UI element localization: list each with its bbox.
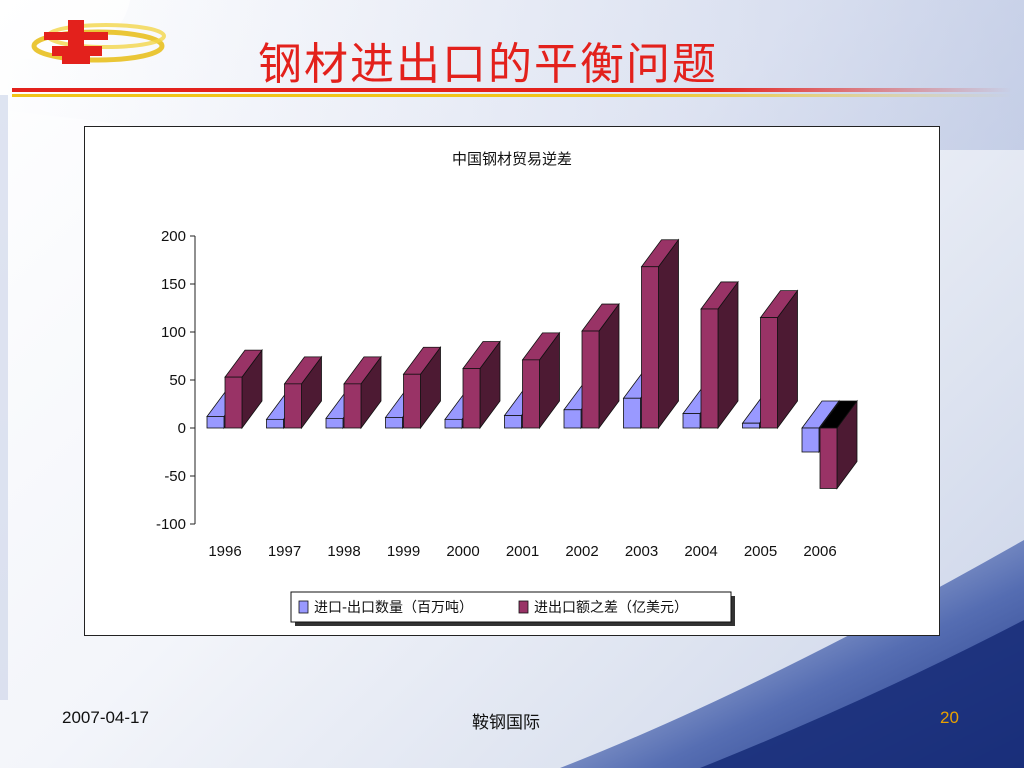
x-tick-label: 2005 [744,543,777,560]
bar-front [801,427,820,453]
bar-front [700,308,719,429]
bar-series2-1999 [402,346,442,430]
bar-front [266,418,284,429]
title-underline-red [12,88,1012,92]
bar-series2-1997 [283,355,323,430]
x-tick-label: 2006 [803,543,836,560]
bar-front [206,416,225,429]
bar-front [403,373,421,429]
x-tick-label: 2003 [625,543,658,560]
x-tick-label: 2002 [565,543,598,560]
chart-panel: 中国钢材贸易逆差 200 150 100 50 0 -50 -100 1996 1997 1998 1… [84,126,940,636]
bar-front [444,418,463,429]
bar-front [284,383,302,429]
y-tick-label: 0 [178,420,186,437]
title-underline-yellow [12,94,1012,97]
legend: 进口-出口数量（百万吨） 进出口额之差（亿美元） [290,591,735,626]
bar-series2-2000 [462,340,501,430]
bar-front [224,376,243,429]
bar-series2-2006 [819,399,858,490]
y-tick-label: -100 [156,516,186,533]
slide-title: 钢材进出口的平衡问题 [258,39,718,90]
chart-title: 中国钢材贸易逆差 [452,150,572,168]
bar-series2-2003 [640,238,680,430]
bar-front [522,359,540,429]
x-tick-label: 2000 [446,543,479,560]
bar-front [581,330,600,429]
bar-front [462,368,481,429]
bar-series2-2005 [759,289,799,430]
bar-front [819,427,838,489]
y-tick-label: -50 [164,468,186,485]
y-tick-label: 200 [161,228,186,245]
legend-box [290,591,732,623]
x-tick-label: 1999 [387,543,420,560]
bar-front [504,415,522,429]
bar-series2-2002 [581,302,620,430]
company-logo [31,20,166,64]
x-tick-label: 2004 [684,543,717,560]
legend-label-series2: 进出口额之差（亿美元） [534,600,688,616]
bar-front [682,413,701,429]
page-number: 20 [940,708,959,727]
bar-series2-1996 [224,348,263,430]
x-tick-label: 1996 [208,543,241,560]
bar-series2-2001 [521,331,561,430]
y-tick-label: 150 [161,276,186,293]
legend-swatch-series1 [298,600,309,614]
bar-front [343,383,362,429]
y-tick-label: 100 [161,324,186,341]
bar-front [742,422,760,429]
bar-side [658,238,679,430]
bar-front [563,409,582,429]
x-tick-label: 2001 [506,543,539,560]
x-tick-label: 1997 [268,543,301,560]
bar-front [325,417,344,429]
footer-organization: 鞍钢国际 [472,713,540,733]
bar-front [760,317,778,429]
bar-series2-1998 [343,355,382,430]
bar-front [641,266,659,429]
bar-front [385,417,403,429]
footer-date: 2007-04-17 [62,708,149,727]
bar-front [623,397,641,429]
bar-chart: 中国钢材贸易逆差 200 150 100 50 0 -50 -100 1996 1997 1998 1… [156,150,858,626]
legend-label-series1: 进口-出口数量（百万吨） [314,600,473,616]
x-tick-label: 1998 [327,543,360,560]
bar-series2-2004 [700,280,739,430]
legend-swatch-series2 [518,600,529,614]
y-tick-label: 50 [169,372,186,389]
